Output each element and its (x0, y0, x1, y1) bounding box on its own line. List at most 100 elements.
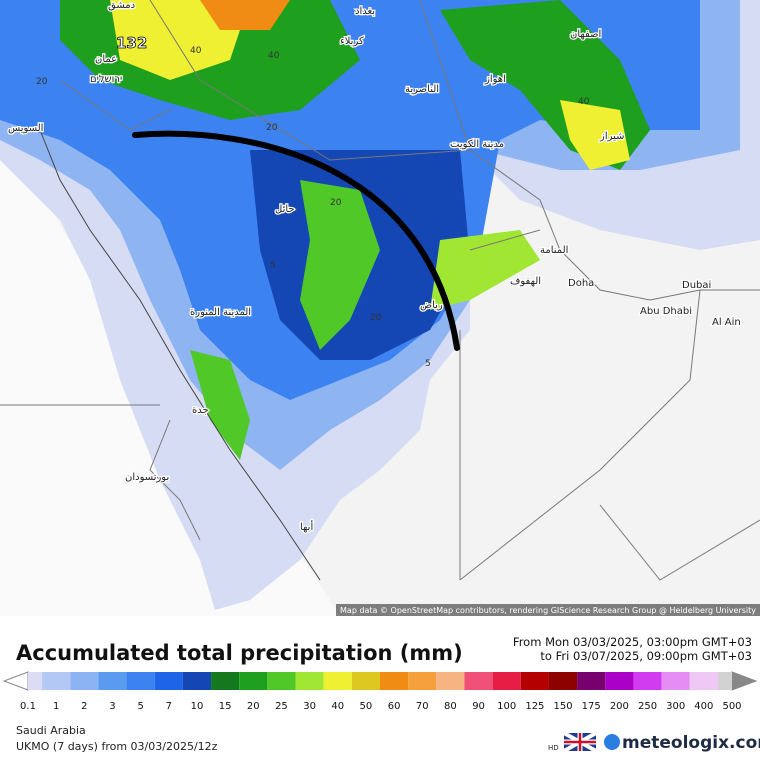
scale-tick-label: 125 (525, 701, 544, 712)
precip-60 (200, 0, 290, 30)
scale-swatch (70, 672, 99, 690)
contour-label: 20 (330, 198, 342, 208)
scale-swatch (548, 672, 578, 690)
city-label: رياض (420, 300, 443, 311)
city-label: Abu Dhabi (640, 306, 692, 317)
city-label: ירושלים (90, 74, 122, 85)
scale-swatch (520, 672, 549, 690)
scale-swatch (492, 672, 521, 690)
contour-label: 5 (270, 261, 276, 271)
uk-flag[interactable] (563, 731, 597, 753)
contour-label: 20 (370, 313, 382, 323)
scale-swatch (42, 672, 71, 690)
city-label: أبها (300, 520, 313, 533)
city-label: المنامة (540, 245, 568, 256)
city-label: الهفوف (510, 276, 541, 287)
hd-badge: HD (548, 744, 559, 752)
attribution-bg (336, 604, 760, 616)
scale-tick-label: 400 (694, 701, 713, 712)
city-label: شيراز (599, 131, 625, 142)
city-label: كربلاء (340, 36, 364, 47)
precip-30 (430, 230, 540, 310)
scale-tick-label: 60 (388, 701, 401, 712)
scale-tick-label: 25 (275, 701, 288, 712)
scale-swatch (689, 672, 718, 690)
legend-title: Accumulated total precipitation (mm) (16, 641, 463, 665)
scale-tick-label: 5 (137, 701, 143, 712)
scale-tick-label: 7 (166, 701, 172, 712)
city-label: جدة (192, 405, 209, 416)
scale-tick-label: 90 (472, 701, 485, 712)
scale-swatch (182, 672, 212, 690)
city-label: دمشق (108, 0, 135, 11)
scale-tick-label: 40 (331, 701, 344, 712)
city-label: بغداد (355, 6, 375, 17)
scale-tick-label: 200 (610, 701, 629, 712)
model-run: UKMO (7 days) from 03/03/2025/12z (16, 740, 218, 753)
scale-swatch (661, 672, 690, 690)
city-label: اهواز (484, 74, 506, 85)
brand[interactable]: meteologix.com (622, 733, 760, 753)
time-from: From Mon 03/03/2025, 03:00pm GMT+03 (513, 635, 752, 649)
scale-swatch (126, 672, 155, 690)
city-label: Al Ain (712, 317, 741, 328)
scale-swatch (605, 672, 634, 690)
contour-label: 5 (425, 359, 431, 369)
city-label: بورتسودان (125, 472, 169, 483)
time-to: to Fri 03/07/2025, 09:00pm GMT+03 (540, 649, 752, 663)
attribution: Map data © OpenStreetMap contributors, r… (340, 606, 756, 615)
city-label: مدينة الكويت (450, 139, 504, 150)
border-lines (59, 0, 760, 581)
color-scale: 0.1 1 2 3 5 7 10 15 20 25 30 40 50 60 70 80 90 100 125 150 1… (2, 671, 758, 712)
border-lines (0, 404, 760, 581)
scale-swatch (464, 672, 493, 690)
contour-label: 20 (266, 123, 278, 133)
scale-swatch (28, 672, 43, 690)
city-label: المدينة المنورة (190, 307, 251, 318)
scale-swatch (239, 672, 268, 690)
precip-25 (300, 180, 380, 350)
contour-label: 40 (578, 97, 590, 107)
scale-swatch (633, 672, 662, 690)
scale-swatch (577, 672, 606, 690)
scale-swatch (267, 672, 296, 690)
scale-swatch (323, 672, 352, 690)
precip-25 (190, 350, 250, 460)
scale-tick-label: 3 (109, 701, 115, 712)
city-label: Doha (568, 278, 594, 289)
city-label: حائل (275, 204, 295, 215)
scale-tick-label: 80 (444, 701, 457, 712)
scale-tick-label: 20 (247, 701, 260, 712)
scale-swatch (154, 672, 183, 690)
city-label: اصفهان (570, 29, 601, 40)
scale-tick-label: 175 (582, 701, 601, 712)
contour-label: 20 (36, 77, 48, 87)
contour-label: 40 (190, 46, 202, 56)
city-label: عمان (95, 54, 117, 65)
scale-swatch (295, 672, 324, 690)
scale-tick-label: 250 (638, 701, 657, 712)
flag-cross-red (564, 733, 596, 751)
scale-swatch (717, 672, 732, 690)
scale-swatch (436, 672, 465, 690)
scale-tick-label: 15 (219, 701, 232, 712)
scale-tick-label: 100 (497, 701, 516, 712)
contour-label: 40 (268, 51, 280, 61)
city-label: الناصرية (405, 84, 439, 95)
scale-tick-label: 30 (303, 701, 316, 712)
coastline (39, 129, 321, 581)
brand-icon (604, 734, 620, 750)
red-sea-region (0, 130, 340, 616)
annotation-arc (132, 130, 460, 351)
scale-swatch (408, 672, 437, 690)
scale-tick-label: 0.1 (20, 701, 36, 712)
scale-tick-label: 10 (191, 701, 204, 712)
city-label: السويس (8, 123, 43, 134)
city-label: Dubai (682, 280, 711, 291)
scale-tick-label: 50 (360, 701, 373, 712)
scale-swatch (351, 672, 380, 690)
scale-tick-label: 2 (81, 701, 87, 712)
scale-tick-label: 1 (53, 701, 59, 712)
